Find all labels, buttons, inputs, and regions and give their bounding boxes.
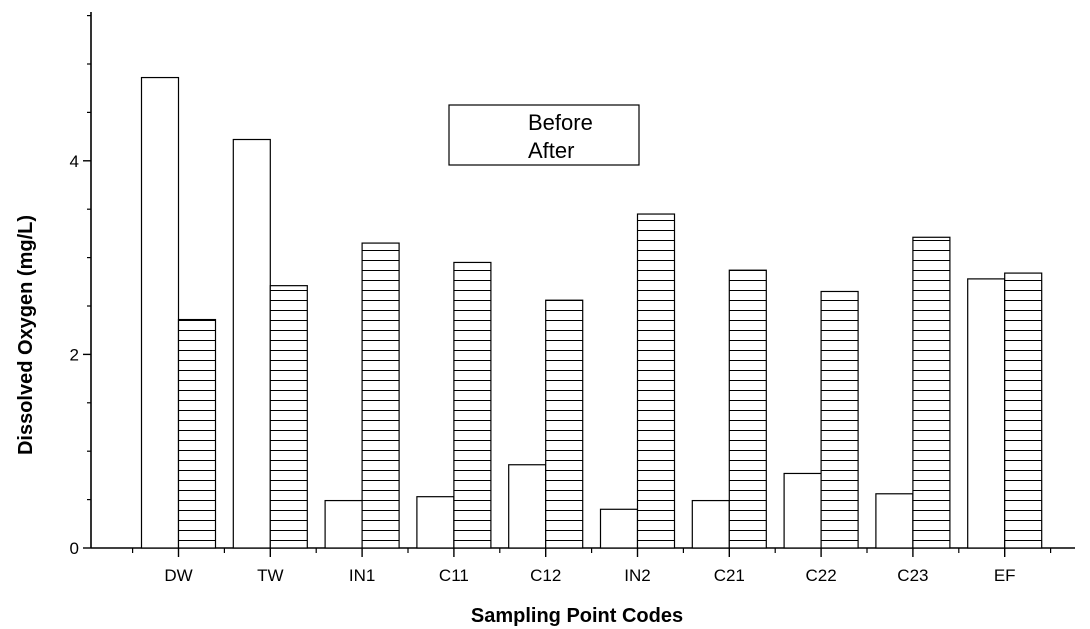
legend: Before After [448, 104, 640, 166]
x-axis: DW TW IN1 C11 C12 IN2 C21 C22 C23 EF [91, 547, 1075, 585]
bar-before-in2 [599, 508, 639, 549]
bar-before-dw [140, 76, 180, 549]
x-tick-label: DW [164, 566, 192, 585]
bar-before-c23 [875, 493, 914, 549]
y-axis-title: Dissolved Oxygen (mg/L) [15, 215, 37, 455]
bar-before-c22 [783, 472, 822, 549]
x-tick-label: IN1 [349, 566, 375, 585]
bar-before-in1 [324, 499, 363, 549]
bar-before-ef [967, 278, 1006, 549]
bar-before-c12 [508, 464, 547, 549]
x-tick-label: C11 [439, 566, 469, 585]
y-tick-label: 2 [70, 345, 79, 364]
bar-after-c11 [453, 261, 492, 549]
legend-label-after: After [528, 138, 574, 163]
bar-after-ef [1004, 272, 1043, 549]
x-tick-label: C12 [530, 566, 561, 585]
x-tick-label: TW [257, 566, 283, 585]
legend-box [448, 104, 640, 166]
x-tick-label: EF [994, 566, 1016, 585]
x-tick-label: IN2 [624, 566, 650, 585]
bar-after-in1 [361, 242, 400, 549]
bar-after-dw [177, 318, 217, 549]
bar-before-tw [232, 138, 271, 549]
bar-after-c22 [820, 290, 859, 549]
bar-after-in2 [636, 213, 676, 549]
bars [140, 76, 1043, 549]
y-axis: 0 2 4 [70, 12, 92, 558]
x-tick-label: C22 [806, 566, 837, 585]
bar-after-c12 [545, 299, 584, 549]
bar-after-tw [269, 285, 308, 549]
legend-label-before: Before [528, 110, 593, 135]
y-tick-label: 4 [70, 152, 79, 171]
bar-after-c23 [912, 236, 951, 549]
bar-before-c21 [691, 499, 730, 549]
bar-before-c11 [416, 496, 455, 549]
y-tick-label: 0 [70, 539, 79, 558]
x-tick-label: C21 [714, 566, 745, 585]
x-axis-title: Sampling Point Codes [471, 605, 683, 627]
x-tick-label: C23 [897, 566, 928, 585]
bar-after-c21 [728, 269, 767, 549]
